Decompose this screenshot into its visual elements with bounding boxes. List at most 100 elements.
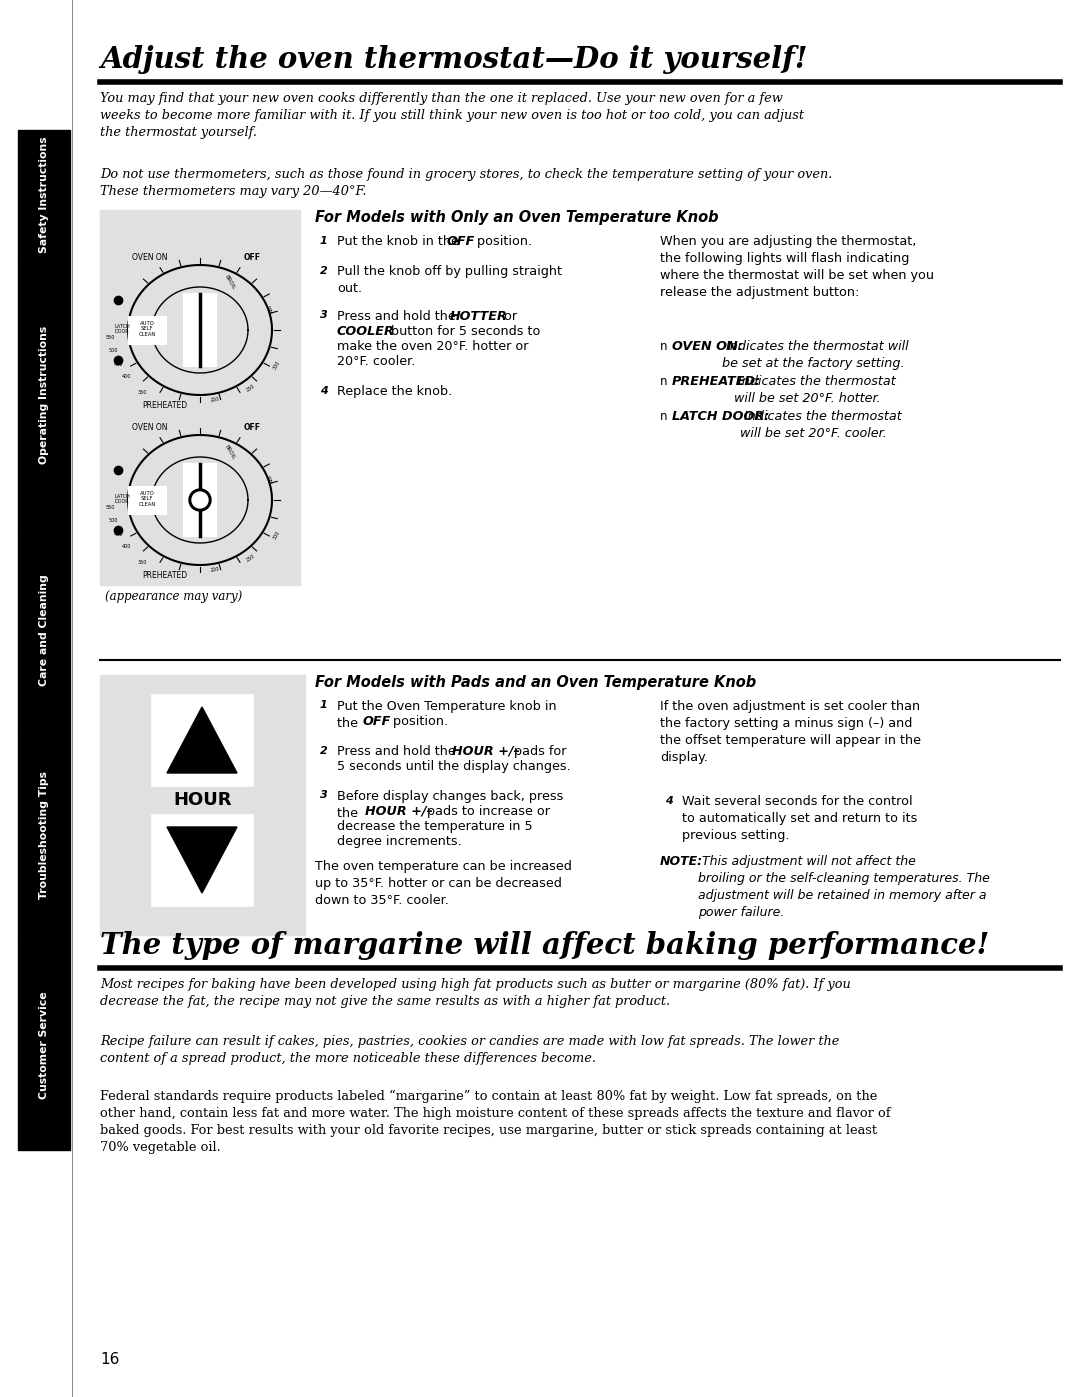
Text: AUTO
SELF
CLEAN: AUTO SELF CLEAN [138,321,156,337]
Text: HOUR +/–: HOUR +/– [365,805,433,819]
Text: PREHEATED: PREHEATED [143,570,188,580]
Bar [129,486,166,514]
Bar [315,697,332,714]
Circle shape [189,489,211,511]
Text: 250: 250 [245,384,256,393]
Text: This adjustment will not affect the
broiling or the self-cleaning temperatures. : This adjustment will not affect the broi… [698,855,990,919]
Text: 450: 450 [113,532,123,536]
Text: 3: 3 [320,310,327,320]
Text: BROIL: BROIL [224,274,237,291]
Bar [184,464,216,536]
Text: make the oven 20°F. hotter or: make the oven 20°F. hotter or [337,339,528,353]
Text: position.: position. [389,715,448,728]
Bar [315,381,332,400]
Text: 350: 350 [137,390,147,394]
Text: 500: 500 [108,518,118,524]
Bar [18,529,70,731]
Bar [152,694,252,785]
Text: 200: 200 [211,567,220,573]
Text: 2: 2 [320,746,327,756]
Bar [18,260,70,529]
Text: 3: 3 [320,791,327,800]
Text: 350: 350 [137,560,147,564]
Bar [0,0,75,1397]
Text: 550: 550 [106,334,116,339]
Text: For Models with Only an Oven Temperature Knob: For Models with Only an Oven Temperature… [315,210,718,225]
Text: decrease the temperature in 5: decrease the temperature in 5 [337,820,532,833]
Text: Do not use thermometers, such as those found in grocery stores, to check the tem: Do not use thermometers, such as those f… [100,168,833,198]
Text: NOTE:: NOTE: [660,855,703,868]
Text: Recipe failure can result if cakes, pies, pastries, cookies or candies are made : Recipe failure can result if cakes, pies… [100,1035,839,1065]
Text: Before display changes back, press
the: Before display changes back, press the [337,789,564,820]
Text: PREHEATED: PREHEATED [143,401,188,409]
Text: Indicates the thermostat
will be set 20°F. cooler.: Indicates the thermostat will be set 20°… [740,409,902,440]
Text: WM: WM [265,305,271,316]
Bar [18,940,70,1150]
Text: 300: 300 [272,360,281,370]
Text: Federal standards require products labeled “margarine” to contain at least 80% f: Federal standards require products label… [100,1090,891,1154]
Text: Care and Cleaning: Care and Cleaning [39,574,49,686]
Text: n: n [660,409,672,423]
Bar [152,814,252,905]
Text: Customer Service: Customer Service [39,992,49,1099]
Text: pads for: pads for [510,745,567,759]
Text: Press and hold the: Press and hold the [337,310,460,323]
Text: Put the knob in the: Put the knob in the [337,235,463,249]
Text: Indicates the thermostat
will be set 20°F. hotter.: Indicates the thermostat will be set 20°… [734,374,895,405]
Text: COOLER: COOLER [337,326,395,338]
Text: WM: WM [265,475,271,485]
Text: LATCH DOOR:: LATCH DOOR: [672,409,769,423]
Text: 550: 550 [106,504,116,510]
Bar [184,293,216,366]
Bar [315,742,332,759]
Bar [315,787,332,805]
Text: If the oven adjustment is set cooler than
the factory setting a minus sign (–) a: If the oven adjustment is set cooler tha… [660,700,921,764]
Text: OVEN ON: OVEN ON [132,423,167,433]
Text: When you are adjusting the thermostat,
the following lights will flash indicatin: When you are adjusting the thermostat, t… [660,235,934,299]
Text: 5 seconds until the display changes.: 5 seconds until the display changes. [337,760,570,773]
Text: OFF: OFF [363,715,391,728]
Text: The type of margarine will affect baking performance!: The type of margarine will affect baking… [100,930,989,960]
Text: 400: 400 [122,543,131,549]
Text: HOUR +/–: HOUR +/– [453,745,519,759]
Text: 16: 16 [100,1352,120,1368]
Text: Most recipes for baking have been developed using high fat products such as butt: Most recipes for baking have been develo… [100,978,851,1009]
Text: For Models with Pads and an Oven Temperature Knob: For Models with Pads and an Oven Tempera… [315,675,756,690]
Text: n: n [660,339,672,353]
Text: 250: 250 [245,553,256,563]
Text: HOUR: HOUR [173,791,232,809]
Text: 400: 400 [122,374,131,379]
Bar [100,675,305,935]
Text: 500: 500 [108,348,118,353]
Text: LATCH
DOOR: LATCH DOOR [114,493,130,504]
Text: 4: 4 [664,795,673,806]
Text: (appearance may vary): (appearance may vary) [105,590,242,604]
Text: 2: 2 [320,265,327,275]
Text: OFF: OFF [243,423,260,433]
Text: 1: 1 [320,236,327,246]
Polygon shape [167,707,237,773]
Text: position.: position. [473,235,532,249]
Text: Replace the knob.: Replace the knob. [337,386,453,398]
Text: 200: 200 [211,397,220,404]
Text: PREHEATED:: PREHEATED: [672,374,761,388]
Text: Safety Instructions: Safety Instructions [39,137,49,253]
Text: Operating Instructions: Operating Instructions [39,326,49,464]
Text: Troubleshooting Tips: Troubleshooting Tips [39,771,49,900]
Text: 300: 300 [272,531,281,541]
Text: OFF: OFF [447,235,475,249]
Bar [315,232,332,249]
Bar [18,130,70,260]
Text: button for 5 seconds to: button for 5 seconds to [387,326,540,338]
Bar [100,210,300,585]
Text: 20°F. cooler.: 20°F. cooler. [337,355,416,367]
Text: Pull the knob off by pulling straight
out.: Pull the knob off by pulling straight ou… [337,265,562,295]
Text: n: n [660,374,672,388]
Text: Press and hold the: Press and hold the [337,745,460,759]
Text: HOTTER: HOTTER [450,310,508,323]
Text: The oven temperature can be increased
up to 35°F. hotter or can be decreased
dow: The oven temperature can be increased up… [315,861,572,907]
Bar [129,316,166,344]
Text: 4: 4 [320,386,327,395]
Text: 450: 450 [113,362,123,367]
Circle shape [192,492,208,509]
